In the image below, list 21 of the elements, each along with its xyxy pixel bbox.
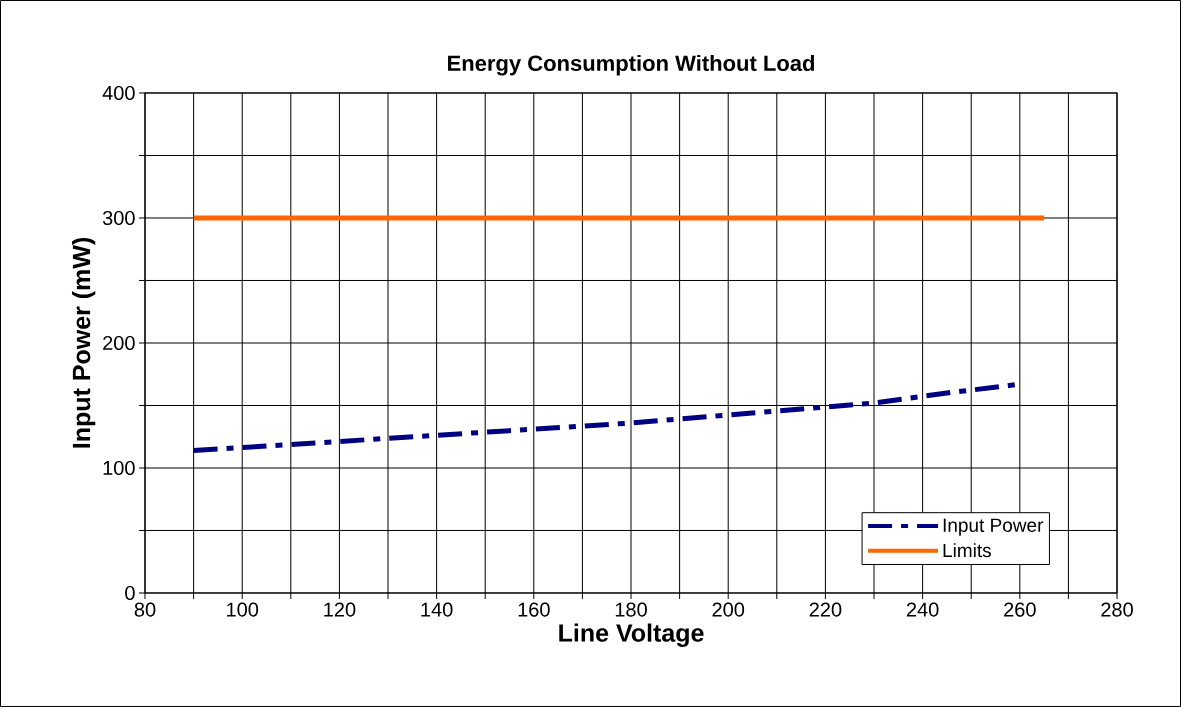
- x-tick-label: 180: [615, 602, 647, 617]
- y-tick-label: 200: [103, 335, 135, 351]
- x-tick-label: 140: [421, 602, 453, 617]
- y-axis-title: Input Power (mW): [71, 238, 96, 448]
- chart-title: Energy Consumption Without Load: [448, 54, 815, 76]
- x-tick-label: 280: [1101, 602, 1133, 617]
- x-tick-label: 200: [712, 602, 745, 617]
- legend-label: Input Power: [943, 518, 1044, 536]
- y-tick-label: 0: [125, 585, 135, 601]
- x-axis-title: Line Voltage: [559, 623, 704, 647]
- x-tick-label: 220: [809, 602, 842, 617]
- x-tick-label: 160: [518, 602, 550, 617]
- x-tick-label: 260: [1004, 602, 1036, 617]
- legend-label: Limits: [943, 543, 991, 558]
- x-tick-label: 120: [324, 602, 356, 617]
- y-tick-label: 300: [102, 210, 135, 226]
- x-tick-label: 100: [227, 602, 259, 617]
- x-tick-label: 240: [906, 602, 939, 617]
- y-tick-label: 100: [103, 460, 135, 476]
- y-tick-label: 400: [102, 85, 135, 101]
- x-tick-label: 80: [134, 602, 156, 617]
